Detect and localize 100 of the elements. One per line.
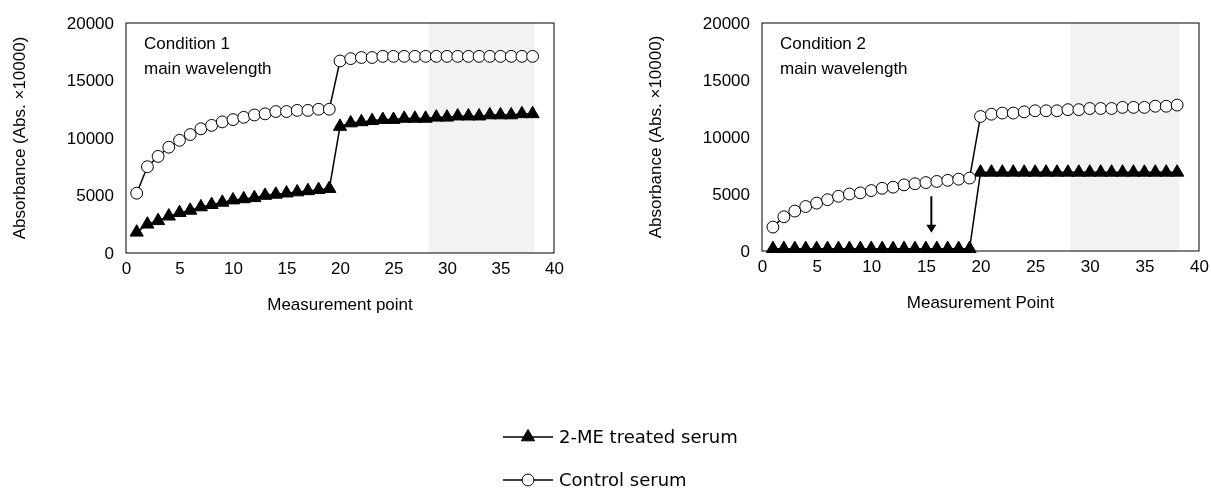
x-tick-label: 15 (916, 257, 936, 277)
y-tick-label: 15000 (66, 71, 114, 91)
point (1159, 99, 1173, 113)
y-tick-label: 10000 (66, 128, 114, 148)
point (183, 128, 197, 141)
point (810, 196, 824, 210)
y-tick-label: 10000 (702, 127, 750, 147)
x-tick-label: 0 (757, 257, 768, 277)
x-tick-label: 30 (438, 259, 457, 279)
point (247, 108, 261, 122)
y-tick-label: 15000 (702, 70, 750, 90)
point (1148, 164, 1163, 177)
point (258, 187, 273, 200)
point (1017, 105, 1031, 119)
point (151, 149, 165, 163)
point (973, 164, 988, 177)
annotation: Condition 1 (144, 34, 231, 53)
point (161, 208, 176, 221)
annotation: Condition 2 (780, 34, 867, 53)
point (450, 108, 465, 121)
point (853, 186, 867, 200)
point (831, 240, 846, 254)
point (1028, 104, 1042, 118)
point (515, 49, 529, 63)
point (129, 224, 144, 237)
point (1116, 100, 1129, 114)
x-tick-label: 35 (491, 259, 511, 279)
point (930, 175, 944, 188)
point (1137, 100, 1151, 114)
x-axis-title: Measurement Point (906, 293, 1055, 312)
point (300, 182, 315, 196)
point (397, 49, 411, 63)
point (1105, 102, 1119, 115)
x-tick-label: 35 (1135, 257, 1155, 277)
point (941, 173, 955, 187)
point (376, 49, 390, 63)
point (984, 164, 999, 177)
x-axis-title: Measurement point (267, 295, 414, 314)
point (886, 180, 900, 194)
point (1115, 164, 1130, 177)
y-axis-title: Absorbance (Abs. ×10000) (10, 36, 29, 240)
point (1148, 99, 1162, 113)
x-tick-label: 10 (224, 259, 243, 279)
y-axis-title: Absorbance (Abs. ×10000) (646, 35, 665, 239)
point (504, 49, 518, 63)
point (472, 49, 486, 63)
point (798, 240, 813, 254)
point (526, 49, 540, 63)
point (375, 111, 390, 124)
point (995, 106, 1009, 120)
point (504, 106, 519, 120)
point (311, 181, 326, 195)
point (365, 51, 379, 64)
x-tick-label: 40 (545, 259, 564, 279)
point (151, 212, 166, 226)
x-tick-label: 15 (277, 259, 297, 279)
point (269, 105, 283, 118)
point (875, 181, 889, 195)
y-tick-label: 5000 (712, 184, 750, 204)
point (279, 185, 294, 198)
x-tick-label: 25 (1026, 257, 1046, 277)
point (1126, 164, 1141, 177)
point (766, 220, 780, 234)
annotation: main wavelength (144, 59, 272, 78)
point (1017, 164, 1032, 177)
point (493, 106, 508, 120)
point (1159, 164, 1174, 177)
point (140, 216, 155, 229)
point (1072, 103, 1086, 117)
point (418, 110, 433, 123)
point (952, 172, 966, 186)
x-tick-label: 40 (1190, 257, 1209, 277)
point (461, 49, 475, 63)
point (387, 49, 400, 63)
point (194, 122, 208, 136)
y-tick-label: 20000 (702, 13, 750, 33)
point (247, 189, 262, 203)
x-tick-label: 10 (862, 257, 882, 277)
x-tick-label: 0 (121, 259, 132, 279)
point (365, 112, 380, 126)
point (1170, 98, 1184, 112)
point (1082, 164, 1097, 177)
y-tick-label: 20000 (66, 13, 114, 33)
point (226, 113, 240, 127)
point (205, 118, 219, 132)
point (419, 49, 433, 63)
point (974, 110, 987, 123)
point (429, 49, 443, 63)
point (1071, 164, 1086, 177)
point (525, 105, 540, 119)
point (919, 176, 933, 190)
point (439, 109, 455, 122)
point (514, 105, 529, 119)
point (1104, 164, 1119, 177)
point (918, 240, 933, 254)
point (787, 240, 802, 254)
point (842, 187, 856, 201)
point (429, 109, 444, 122)
point (354, 51, 368, 64)
point (809, 240, 824, 254)
